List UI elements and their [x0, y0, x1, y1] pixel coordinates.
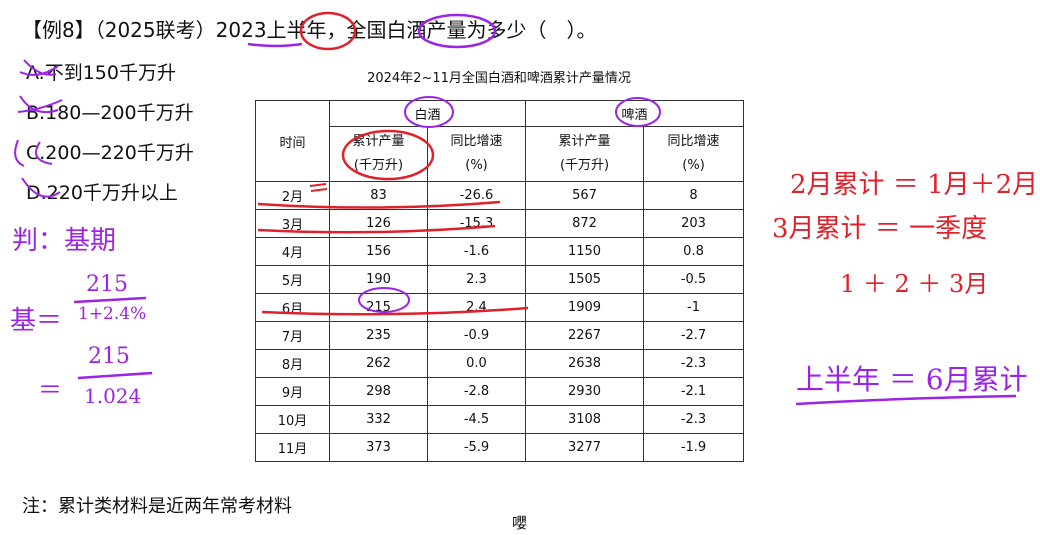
footnote: 注：累计类材料是近两年常考材料: [22, 496, 292, 517]
cell-pijiu-yoy: -2.3: [643, 405, 745, 434]
bottom-icon: 嚶: [512, 514, 528, 532]
cell-month: 3月: [255, 209, 330, 238]
header-pijiu-cum: 累计产量 (千万升): [525, 126, 645, 182]
header-baijiu: 白酒: [328, 100, 527, 127]
cell-pijiu-yoy: 0.8: [643, 237, 745, 266]
cell-pijiu-yoy: -2.3: [643, 349, 745, 378]
cell-baijiu-yoy: 2.4: [426, 293, 527, 322]
hand-base-eq: 基＝: [10, 306, 63, 336]
cell-pijiu-cum: 3108: [525, 405, 645, 434]
header-pijiu-yoy: 同比增速 (%): [643, 126, 745, 182]
cell-month: 10月: [255, 405, 330, 434]
option-c[interactable]: C.200—220千万升: [26, 142, 194, 164]
hand-denominator-2: 1.024: [84, 384, 142, 408]
cell-month: 4月: [255, 237, 330, 266]
cell-pijiu-cum: 2930: [525, 377, 645, 406]
question-year: 2023: [215, 18, 267, 42]
cell-baijiu-cum: 262: [329, 349, 428, 378]
question-rest: ，全国白酒产量为多少（ ）。: [326, 18, 597, 42]
cell-baijiu-cum: 373: [329, 433, 428, 462]
fraction-bar-1: [73, 296, 147, 304]
cell-baijiu-cum: 126: [329, 209, 428, 238]
production-table: 时间 白酒 啤酒 累计产量 (千万升) 同比增速 (%) 累计产量 (千万升) 同比增…: [255, 100, 745, 462]
table-row: 6月 215 2.4 1909 -1: [255, 293, 745, 322]
cell-baijiu-yoy: -5.9: [426, 433, 527, 462]
cell-pijiu-cum: 1505: [525, 265, 645, 294]
cell-baijiu-cum: 235: [329, 321, 428, 350]
cell-baijiu-cum: 215: [329, 293, 428, 322]
cell-pijiu-cum: 1909: [525, 293, 645, 322]
question-text: 【例8】（2025联考）2023上半年，全国白酒产量为多少（ ）。: [22, 14, 597, 43]
table-row: 5月 190 2.3 1505 -0.5: [255, 265, 745, 294]
option-d[interactable]: D.220千万升以上: [26, 182, 178, 204]
hand-numerator-1: 215: [86, 272, 128, 297]
hand-denominator-1: 1+2.4%: [78, 304, 147, 324]
hand-eq-2: ＝: [38, 376, 62, 404]
table-row: 4月 156 -1.6 1150 0.8: [255, 237, 745, 266]
cell-baijiu-yoy: -15.3: [426, 209, 527, 238]
table-row: 10月 332 -4.5 3108 -2.3: [255, 405, 745, 434]
cell-month: 2月: [255, 181, 330, 210]
cell-month: 5月: [255, 265, 330, 294]
cell-pijiu-yoy: -1.9: [643, 433, 745, 462]
table-row: 2月 83 -26.6 567 8: [255, 181, 745, 210]
table-row: 7月 235 -0.9 2267 -2.7: [255, 321, 745, 350]
question-tag: 【例8】: [22, 18, 95, 42]
fraction-bar-2: [77, 371, 153, 380]
hand-sum-months: 1 ＋ 2 ＋ 3月: [840, 270, 989, 298]
cell-pijiu-cum: 3277: [525, 433, 645, 462]
table-row: 3月 126 -15.3 872 203: [255, 209, 745, 238]
option-b[interactable]: B.180—200千万升: [26, 102, 194, 124]
cell-month: 11月: [255, 433, 330, 462]
cell-baijiu-yoy: 2.3: [426, 265, 527, 294]
cell-baijiu-yoy: -1.6: [426, 237, 527, 266]
cell-pijiu-cum: 2267: [525, 321, 645, 350]
cell-baijiu-yoy: 0.0: [426, 349, 527, 378]
production-table-panel: 2024年2~11月全国白酒和啤酒累计产量情况 时间 白酒 啤酒 累计产量 (千万…: [252, 68, 746, 462]
hand-feb-cum: 2月累计 ＝ 1月＋2月: [790, 170, 1039, 200]
header-baijiu-yoy: 同比增速 (%): [426, 126, 527, 182]
header-pijiu: 啤酒: [525, 100, 745, 127]
table-row: 8月 262 0.0 2638 -2.3: [255, 349, 745, 378]
option-a[interactable]: A.不到150千万升: [26, 62, 176, 84]
cell-month: 7月: [255, 321, 330, 350]
table-title: 2024年2~11月全国白酒和啤酒累计产量情况: [367, 71, 631, 86]
hand-numerator-2: 215: [88, 344, 130, 369]
header-baijiu-cum: 累计产量 (千万升): [329, 126, 428, 182]
cell-baijiu-cum: 332: [329, 405, 428, 434]
cell-month: 9月: [255, 377, 330, 406]
cell-baijiu-cum: 298: [329, 377, 428, 406]
underline-2023: [247, 42, 303, 48]
cell-baijiu-cum: 83: [329, 181, 428, 210]
cell-pijiu-yoy: -1: [643, 293, 745, 322]
cell-pijiu-yoy: -2.1: [643, 377, 745, 406]
cell-baijiu-yoy: -0.9: [426, 321, 527, 350]
cell-baijiu-yoy: -2.8: [426, 377, 527, 406]
cell-pijiu-cum: 872: [525, 209, 645, 238]
hand-mar-cum: 3月累计 ＝ 一季度: [772, 214, 988, 244]
cell-pijiu-cum: 567: [525, 181, 645, 210]
cell-pijiu-yoy: -2.7: [643, 321, 745, 350]
table-row: 11月 373 -5.9 3277 -1.9: [255, 433, 745, 462]
cell-pijiu-yoy: 203: [643, 209, 745, 238]
cell-pijiu-cum: 1150: [525, 237, 645, 266]
cell-baijiu-cum: 190: [329, 265, 428, 294]
header-time: 时间: [255, 100, 330, 182]
hand-judge-base: 判：基期: [12, 226, 117, 256]
cell-baijiu-cum: 156: [329, 237, 428, 266]
cell-pijiu-yoy: 8: [643, 181, 745, 210]
cell-baijiu-yoy: -4.5: [426, 405, 527, 434]
cell-baijiu-yoy: -26.6: [426, 181, 527, 210]
table-row: 9月 298 -2.8 2930 -2.1: [255, 377, 745, 406]
question-term: 上半年: [266, 18, 327, 42]
hand-half-year-cum: 上半年 ＝ 6月累计: [796, 363, 1028, 396]
cell-month: 8月: [255, 349, 330, 378]
question-source: （2025联考）: [94, 18, 216, 42]
cell-pijiu-cum: 2638: [525, 349, 645, 378]
cell-month: 6月: [255, 293, 330, 322]
cell-pijiu-yoy: -0.5: [643, 265, 745, 294]
